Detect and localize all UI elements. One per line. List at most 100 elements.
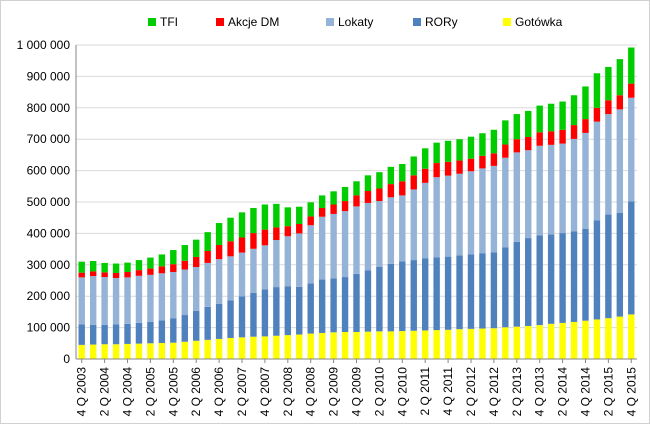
bar-segment [421,330,429,359]
bar-segment [215,223,223,246]
legend-label: Gotówka [515,15,563,29]
x-tick-label: 2 Q 2008 [281,367,295,417]
bar-segment [456,160,463,174]
bar-segment [353,206,360,274]
bar-segment [284,236,292,287]
bar-segment [376,267,383,332]
bar-segment [364,202,372,271]
bar-segment [341,186,349,202]
bar-segment [593,319,601,359]
bar-segment [296,223,303,234]
bar-segment [376,331,383,359]
bar-segment [502,144,509,158]
bar-segment [135,260,143,271]
bar-segment [513,139,520,153]
bar-segment [479,168,486,254]
bar-segment [353,332,360,359]
bar-segment [467,136,475,159]
bar-segment [605,66,612,101]
bar-segment [421,168,429,183]
bar-segment [410,330,417,359]
x-tick-label: 4 Q 2006 [212,367,226,417]
bar-segment [525,137,532,151]
bar-segment [467,171,475,255]
bar-segment [250,207,257,234]
bar-segment [341,211,349,278]
bar-segment [78,261,85,273]
bar-segment [502,157,509,248]
bar-segment [124,323,131,344]
bar-segment [112,263,120,273]
bar-segment [570,321,578,359]
bar-segment [261,336,269,359]
bar-segment [513,114,520,140]
bar-segment [536,145,543,236]
bar-segment [284,207,292,227]
y-tick-label: 100 000 [27,321,71,335]
bar-segment [399,261,406,332]
bar-segment [410,175,417,190]
bar-segment [135,270,143,276]
bar-segment [204,339,211,359]
bar-segment [525,238,532,327]
legend: TFI Akcje DM Lokaty RORy Gotówka [148,15,563,29]
bar-segment [456,255,463,330]
bar-segment [421,258,429,331]
bar-segment [284,335,292,359]
bar-segment [296,206,303,224]
bar-segment [330,278,337,333]
bar-segment [490,328,498,359]
bar-segment [479,133,486,156]
bar-segment [135,322,143,344]
bar-segment [170,342,177,359]
bar-segment [628,314,635,359]
bar-segment [330,191,337,205]
bar-segment [318,332,326,359]
bar-segment [181,260,188,270]
bar-segment [616,95,624,110]
bar-segment [387,263,395,332]
bar-segment [387,197,395,264]
bar-segment [616,212,624,317]
bar-segment [490,129,498,154]
bar-segment [307,225,314,284]
bar-segment [502,247,509,328]
bar-segment [204,232,211,251]
bar-segment [147,343,154,359]
bar-segment [101,324,108,345]
bar-segment [570,231,578,322]
bar-segment [364,191,372,203]
bar-segment [536,235,543,326]
bar-segment [582,119,589,133]
bar-segment [89,344,97,359]
bar-segment [513,326,520,359]
bar-segment [605,100,612,115]
bar-segment [112,272,120,278]
bar-segment [593,107,601,122]
bar-segment [593,121,601,221]
bar-segment [78,324,85,345]
bar-segment [433,142,440,164]
bar-segment [238,252,246,297]
bar-segment [628,201,635,315]
bar-segment [513,241,520,327]
bar-segment [616,316,624,359]
bar-segment [112,344,120,359]
bar-segment [479,253,486,329]
bar-segment [170,272,177,319]
bar-segment [193,340,200,359]
bar-segment [261,245,269,290]
bar-segment [582,320,589,359]
bar-segment [582,86,589,120]
bar-segment [89,261,97,272]
bar-segment [124,272,131,278]
bar-segment [444,175,452,257]
bar-segment [547,103,555,132]
y-tick-label: 300 000 [27,258,71,272]
bar-segment [238,296,246,338]
bar-segment [296,286,303,335]
bar-segment [273,335,280,359]
bar-segment [387,184,395,198]
bar-segment [181,245,188,261]
bar-segment [433,330,440,359]
